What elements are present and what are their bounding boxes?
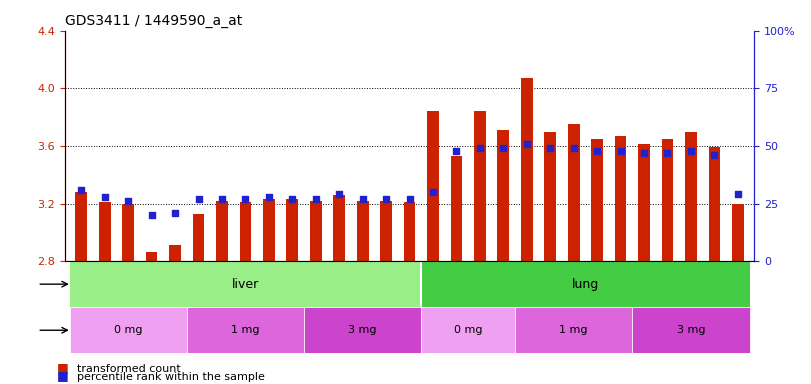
Point bbox=[239, 196, 252, 202]
Bar bbox=[333, 195, 345, 261]
Point bbox=[427, 189, 440, 195]
Bar bbox=[122, 204, 134, 261]
Bar bbox=[286, 199, 298, 261]
Bar bbox=[568, 124, 580, 261]
Point bbox=[614, 147, 627, 154]
Point bbox=[169, 210, 182, 216]
Bar bbox=[146, 253, 157, 261]
Point bbox=[590, 147, 603, 154]
Point bbox=[98, 194, 111, 200]
Text: 1 mg: 1 mg bbox=[231, 325, 260, 335]
Point bbox=[403, 196, 416, 202]
Bar bbox=[615, 136, 626, 261]
FancyBboxPatch shape bbox=[187, 307, 304, 353]
Text: percentile rank within the sample: percentile rank within the sample bbox=[77, 372, 265, 382]
Point bbox=[450, 147, 463, 154]
Bar bbox=[591, 139, 603, 261]
FancyBboxPatch shape bbox=[421, 307, 515, 353]
Point bbox=[521, 141, 534, 147]
Bar bbox=[662, 139, 673, 261]
Point bbox=[192, 196, 205, 202]
Bar bbox=[638, 144, 650, 261]
Text: 3 mg: 3 mg bbox=[349, 325, 377, 335]
Text: transformed count: transformed count bbox=[77, 364, 181, 374]
Bar bbox=[239, 202, 251, 261]
Point bbox=[567, 145, 580, 151]
Bar bbox=[169, 245, 181, 261]
Text: lung: lung bbox=[572, 278, 599, 291]
Text: 1 mg: 1 mg bbox=[560, 325, 588, 335]
Point bbox=[216, 196, 229, 202]
Bar bbox=[427, 111, 439, 261]
Text: GDS3411 / 1449590_a_at: GDS3411 / 1449590_a_at bbox=[65, 14, 242, 28]
Point bbox=[333, 191, 345, 197]
Text: 0 mg: 0 mg bbox=[454, 325, 483, 335]
Point bbox=[75, 187, 88, 193]
Bar bbox=[685, 132, 697, 261]
FancyBboxPatch shape bbox=[304, 307, 421, 353]
Bar bbox=[193, 214, 204, 261]
Bar bbox=[216, 201, 228, 261]
Point bbox=[474, 145, 487, 151]
Bar bbox=[451, 156, 462, 261]
Text: ■: ■ bbox=[57, 361, 68, 374]
Point bbox=[637, 150, 650, 156]
FancyBboxPatch shape bbox=[515, 307, 633, 353]
Point bbox=[145, 212, 158, 218]
Point bbox=[543, 145, 556, 151]
Bar bbox=[75, 192, 87, 261]
Point bbox=[356, 196, 369, 202]
Bar bbox=[521, 78, 533, 261]
Text: 0 mg: 0 mg bbox=[114, 325, 143, 335]
FancyBboxPatch shape bbox=[70, 261, 421, 307]
Point bbox=[309, 196, 322, 202]
Bar bbox=[474, 111, 486, 261]
Bar bbox=[263, 199, 275, 261]
Bar bbox=[380, 201, 392, 261]
Bar bbox=[404, 202, 415, 261]
Point bbox=[263, 194, 276, 200]
Text: liver: liver bbox=[232, 278, 259, 291]
Bar bbox=[310, 201, 322, 261]
FancyBboxPatch shape bbox=[421, 261, 749, 307]
Text: 3 mg: 3 mg bbox=[676, 325, 706, 335]
Point bbox=[732, 191, 744, 197]
Point bbox=[708, 152, 721, 158]
Point bbox=[122, 198, 135, 204]
Point bbox=[380, 196, 393, 202]
Bar bbox=[99, 202, 110, 261]
FancyBboxPatch shape bbox=[70, 307, 187, 353]
Bar bbox=[357, 201, 368, 261]
Bar bbox=[709, 147, 720, 261]
FancyBboxPatch shape bbox=[633, 307, 749, 353]
Point bbox=[684, 147, 697, 154]
Bar bbox=[544, 132, 556, 261]
Point bbox=[497, 145, 510, 151]
Point bbox=[285, 196, 298, 202]
Text: ■: ■ bbox=[57, 369, 68, 382]
Bar bbox=[497, 130, 509, 261]
Point bbox=[661, 150, 674, 156]
Bar bbox=[732, 204, 744, 261]
